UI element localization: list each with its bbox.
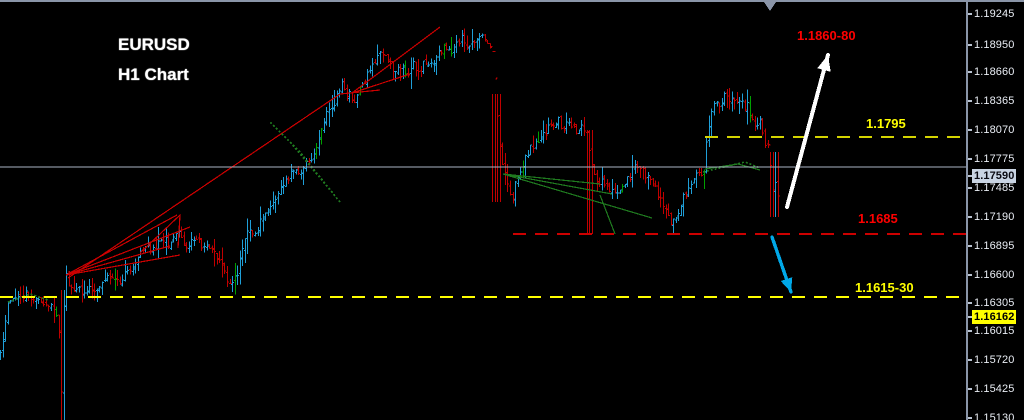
downside-target-label: 1.1615-30 <box>855 280 914 295</box>
tick-mark <box>968 316 972 318</box>
tick-mark <box>968 274 972 276</box>
price-axis[interactable]: 1.19245 1.18950 1.18660 1.18365 1.18070 1.177… <box>966 2 1024 420</box>
tick-label: 1.15720 <box>974 354 1015 366</box>
tick-label: 1.16600 <box>974 269 1015 281</box>
tick-mark <box>968 175 972 177</box>
axis-divider <box>966 2 968 420</box>
green-up-2 <box>289 141 341 203</box>
axis-tick: 1.15130 <box>966 411 1024 420</box>
green-dn-4 <box>599 194 616 235</box>
axis-tick: 1.16305 <box>966 296 1024 310</box>
axis-tick: 1.15720 <box>966 353 1024 367</box>
axis-tick: 1.16162 <box>966 310 1024 324</box>
axis-tick: 1.19245 <box>966 7 1024 21</box>
upside-target-label: 1.1860-80 <box>797 28 856 43</box>
tick-label: 1.18660 <box>974 66 1015 78</box>
support-label: 1.1685 <box>858 211 898 226</box>
tick-mark <box>968 158 972 160</box>
tick-mark <box>968 13 972 15</box>
top-cursor-marker <box>764 2 776 11</box>
tick-mark <box>968 245 972 247</box>
axis-tick: 1.18660 <box>966 65 1024 79</box>
green-dn-1 <box>502 173 601 185</box>
tick-label: 1.18070 <box>974 124 1015 136</box>
tick-mark <box>968 388 972 390</box>
tick-mark <box>968 187 972 189</box>
chart-title-block: EURUSD H1 Chart <box>118 30 190 90</box>
axis-tick: 1.17775 <box>966 152 1024 166</box>
green-dn-3 <box>502 173 653 219</box>
red-fan-2 <box>65 226 191 276</box>
tick-label: 1.16015 <box>974 325 1015 337</box>
page-title: EURUSD <box>118 35 190 54</box>
red-rise-3 <box>351 73 411 94</box>
tick-mark <box>968 302 972 304</box>
tick-mark <box>968 129 972 131</box>
chart-plot-area[interactable] <box>0 2 966 420</box>
tick-label: 1.16895 <box>974 240 1015 252</box>
tick-label: 1.16305 <box>974 297 1015 309</box>
tick-mark <box>968 71 972 73</box>
red-fan-1 <box>65 214 178 276</box>
axis-tick: 1.18950 <box>966 38 1024 52</box>
tick-label: 1.17775 <box>974 153 1015 165</box>
red-fan-3 <box>65 245 171 276</box>
current-price-label: 1.17590 <box>972 169 1017 183</box>
plot-background <box>0 2 966 420</box>
axis-tick: 1.15425 <box>966 382 1024 396</box>
axis-tick: 1.17485 <box>966 181 1024 195</box>
red-fan-4 <box>65 254 181 276</box>
chart-subtitle: H1 Chart <box>118 65 189 84</box>
tick-label: 1.19245 <box>974 8 1015 20</box>
tick-mark <box>968 44 972 46</box>
trendline-group <box>7 26 761 303</box>
green-base <box>7 293 49 303</box>
red-rise-1 <box>67 89 381 279</box>
chart-top-border <box>0 0 1024 2</box>
axis-tick: 1.16015 <box>966 324 1024 338</box>
highlight-price-label: 1.16162 <box>972 310 1017 324</box>
green-dn-2 <box>502 173 613 195</box>
tick-mark <box>968 100 972 102</box>
tick-label: 1.17190 <box>974 211 1015 223</box>
tick-mark <box>968 330 972 332</box>
tick-label: 1.15130 <box>974 412 1015 420</box>
red-peak <box>139 213 181 254</box>
axis-tick: 1.16600 <box>966 268 1024 282</box>
candlestick-canvas <box>0 2 966 420</box>
bearish-arrow-head <box>780 277 793 292</box>
bullish-arrow-shaft <box>785 53 830 209</box>
tick-mark <box>968 216 972 218</box>
price-level-group <box>0 136 966 298</box>
axis-tick: 1.18070 <box>966 123 1024 137</box>
tick-label: 1.17485 <box>974 182 1015 194</box>
tick-mark <box>968 359 972 361</box>
axis-tick: 1.17190 <box>966 210 1024 224</box>
red-rise-2 <box>351 26 441 94</box>
green-low <box>702 161 761 173</box>
axis-tick: 1.16895 <box>966 239 1024 253</box>
tick-label: 1.15425 <box>974 383 1015 395</box>
axis-tick: 1.18365 <box>966 94 1024 108</box>
tick-mark <box>968 417 972 419</box>
axis-tick: 1.17590 <box>966 169 1024 183</box>
resistance-label: 1.1795 <box>866 116 906 131</box>
bullish-arrow-head <box>817 55 831 72</box>
tick-label: 1.18950 <box>974 39 1015 51</box>
arrow-group <box>770 53 831 294</box>
tick-label: 1.18365 <box>974 95 1015 107</box>
